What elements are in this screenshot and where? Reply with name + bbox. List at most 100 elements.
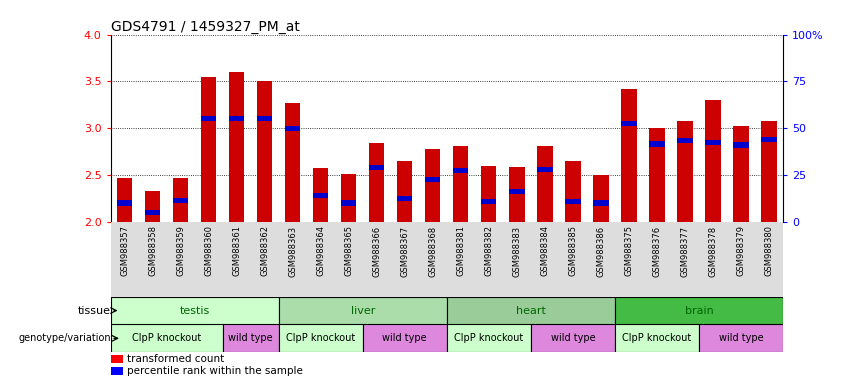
Text: ClpP knockout: ClpP knockout [454,333,523,343]
Text: GSM988368: GSM988368 [428,225,437,276]
Bar [278,296,447,324]
Text: GDS4791 / 1459327_PM_at: GDS4791 / 1459327_PM_at [111,20,300,33]
Text: GSM988384: GSM988384 [540,225,549,276]
Bar [117,178,133,222]
Bar [734,126,749,222]
Bar [699,324,783,352]
Text: testis: testis [180,306,210,316]
Bar [593,200,608,205]
Text: GSM988358: GSM988358 [148,225,157,276]
Bar [453,146,469,222]
Text: GSM988366: GSM988366 [372,225,381,276]
Bar [734,142,749,147]
Bar [201,116,216,121]
Bar [369,143,385,222]
Bar [614,296,783,324]
Text: transformed count: transformed count [128,354,225,364]
Bar [145,191,160,222]
Text: GSM988365: GSM988365 [345,225,353,276]
Bar [397,196,413,201]
Bar [649,128,665,222]
Text: genotype/variation: genotype/variation [18,333,111,343]
Bar [649,141,665,147]
Bar [677,121,693,222]
Bar [285,126,300,131]
Bar [223,324,278,352]
Bar [341,200,357,205]
Bar [285,103,300,222]
Bar [313,193,328,198]
Text: GSM988381: GSM988381 [456,225,465,276]
Bar [614,324,699,352]
Text: GSM988361: GSM988361 [232,225,241,276]
Bar [593,175,608,222]
Text: liver: liver [351,306,375,316]
Bar [761,121,777,222]
Bar [229,72,244,222]
Text: GSM988377: GSM988377 [681,225,689,276]
Bar [705,100,721,222]
Bar [425,149,441,222]
Bar [111,296,278,324]
Bar [173,198,188,203]
Bar [173,178,188,222]
Text: GSM988360: GSM988360 [204,225,213,276]
Bar [705,140,721,145]
Bar [369,165,385,170]
Text: ClpP knockout: ClpP knockout [132,333,202,343]
Bar [313,169,328,222]
Text: wild type: wild type [551,333,595,343]
Text: percentile rank within the sample: percentile rank within the sample [128,366,303,376]
Text: GSM988385: GSM988385 [568,225,577,276]
Bar [565,161,580,222]
Bar [117,200,133,205]
Bar [278,324,363,352]
Bar [761,137,777,142]
Bar [425,177,441,182]
Bar [145,210,160,215]
Bar [397,161,413,222]
Text: GSM988379: GSM988379 [736,225,745,276]
Bar [565,199,580,204]
Bar [201,77,216,222]
Text: tissue: tissue [77,306,111,316]
Bar [677,138,693,143]
Text: GSM988375: GSM988375 [625,225,633,276]
Text: heart: heart [516,306,545,316]
Text: brain: brain [684,306,713,316]
Bar [111,324,223,352]
Text: GSM988383: GSM988383 [512,225,522,276]
Text: GSM988382: GSM988382 [484,225,494,276]
Bar [447,324,531,352]
Bar [447,296,614,324]
Bar [111,367,123,375]
Bar [509,167,524,222]
Bar [363,324,447,352]
Text: GSM988363: GSM988363 [288,225,297,276]
Bar [621,121,637,126]
Text: wild type: wild type [382,333,427,343]
Text: GSM988362: GSM988362 [260,225,269,276]
Bar [341,174,357,222]
Bar [537,167,552,172]
Bar [229,116,244,121]
Text: wild type: wild type [718,333,763,343]
Text: GSM988386: GSM988386 [597,225,605,276]
Text: GSM988364: GSM988364 [317,225,325,276]
Bar [111,355,123,363]
Bar [509,189,524,194]
Bar [257,81,272,222]
Bar [453,168,469,173]
Bar [531,324,614,352]
Text: GSM988367: GSM988367 [400,225,409,276]
Text: GSM988378: GSM988378 [708,225,717,276]
Text: ClpP knockout: ClpP knockout [622,333,692,343]
Text: GSM988357: GSM988357 [120,225,129,276]
Bar [257,116,272,121]
Bar [481,166,496,222]
Text: wild type: wild type [228,333,273,343]
Bar [621,89,637,222]
Bar [537,146,552,222]
Text: GSM988376: GSM988376 [653,225,661,276]
Text: ClpP knockout: ClpP knockout [286,333,356,343]
